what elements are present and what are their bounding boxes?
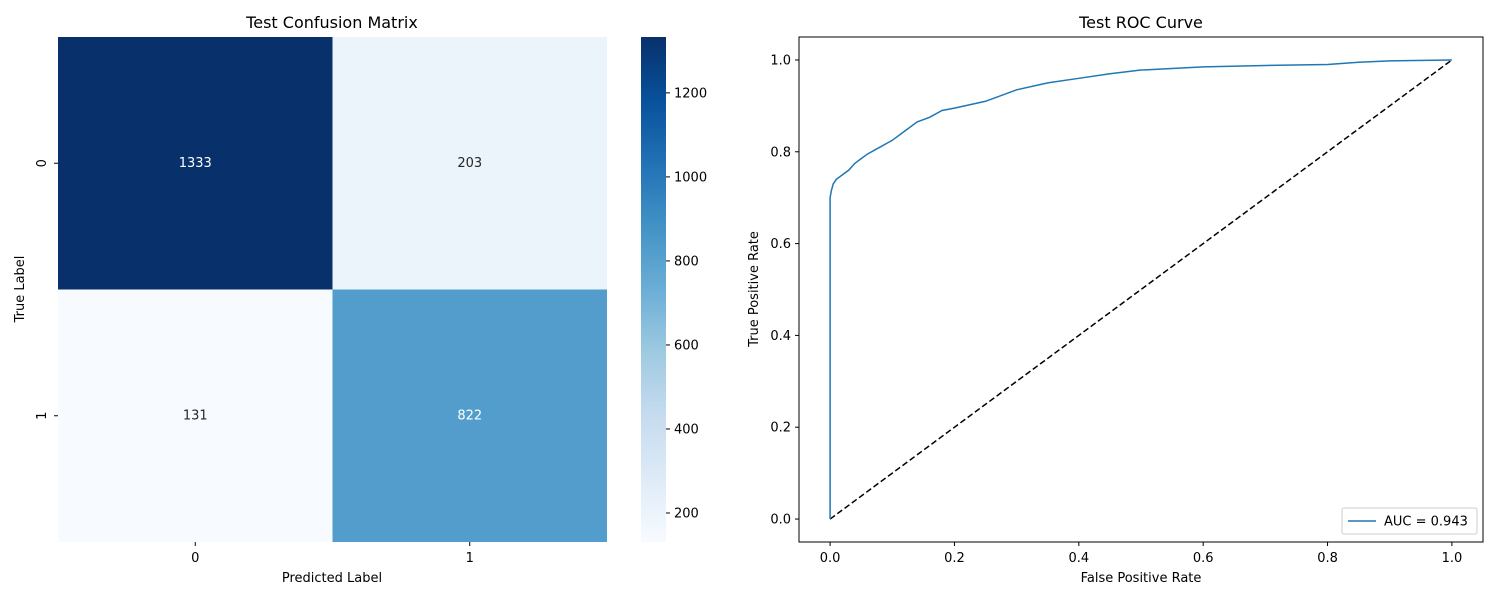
colorbar-tick-label: 400 (674, 422, 699, 437)
heatmap-x-tick-label: 0 (191, 551, 199, 566)
heatmap-cell-label-0-1: 203 (457, 156, 482, 171)
roc-y-tick-label: 0.8 (770, 145, 791, 160)
roc-title: Test ROC Curve (1078, 13, 1203, 32)
colorbar-tick-label: 800 (674, 254, 699, 269)
heatmap-cell-label-1-1: 822 (457, 408, 482, 423)
roc-y-tick-label: 0.6 (770, 237, 791, 252)
heatmap-cells: 1333 203 131 822 (58, 37, 607, 542)
roc-x-tick-label: 1.0 (1442, 551, 1463, 566)
roc-series (829, 59, 1453, 520)
roc-x-tick-label: 0.8 (1317, 551, 1338, 566)
roc-x-tick-label: 0.6 (1193, 551, 1214, 566)
roc-plot-area (798, 36, 1484, 543)
legend-label: AUC = 0.943 (1384, 515, 1468, 530)
roc-y-tick-label: 0.0 (770, 513, 791, 528)
heatmap-cell-label-1-0: 131 (183, 408, 208, 423)
roc-curve-line (829, 59, 1452, 520)
roc-legend: AUC = 0.943 (1341, 507, 1478, 535)
legend-box (1341, 507, 1478, 535)
confusion-matrix-title: Test Confusion Matrix (245, 13, 418, 32)
heatmap-y-tick-label: 1 (35, 412, 50, 420)
roc-x-tick-label: 0.2 (944, 551, 965, 566)
colorbar-tick-label: 600 (674, 338, 699, 353)
roc-x-axis-label: False Positive Rate (1081, 571, 1202, 586)
heatmap-cell-1-1 (332, 289, 607, 542)
heatmap-x-axis-label: Predicted Label (282, 571, 382, 586)
heatmap-cell-1-0 (58, 289, 333, 542)
colorbar: 200 400 600 800 1000 1200 (641, 37, 707, 542)
roc-curve-panel: Test ROC Curve 0.0 0.2 0.4 0.6 0.8 1.0 0.0 0.2… (747, 13, 1484, 586)
heatmap-y-axis-label: True Label (13, 256, 28, 324)
roc-y-tick-label: 0.4 (770, 329, 791, 344)
roc-y-tick-label: 0.2 (770, 421, 791, 436)
roc-y-ticks: 0.0 0.2 0.4 0.6 0.8 1.0 (770, 53, 799, 528)
colorbar-tick-label: 1000 (674, 170, 707, 185)
roc-y-tick-label: 1.0 (770, 53, 791, 68)
heatmap-cell-0-0 (58, 37, 333, 290)
roc-x-tick-label: 0.0 (820, 551, 841, 566)
heatmap-cell-label-0-0: 1333 (179, 156, 212, 171)
roc-y-axis-label: True Positive Rate (747, 231, 762, 348)
heatmap-y-tick-label: 0 (35, 159, 50, 167)
colorbar-tick-label: 200 (674, 507, 699, 522)
colorbar-gradient (641, 37, 666, 542)
roc-x-ticks: 0.0 0.2 0.4 0.6 0.8 1.0 (820, 542, 1463, 566)
heatmap-cell-0-1 (332, 37, 607, 290)
heatmap-y-ticks: 01 (35, 159, 58, 420)
roc-x-tick-label: 0.4 (1068, 551, 1089, 566)
colorbar-tick-label: 1200 (674, 86, 707, 101)
heatmap-x-tick-label: 1 (466, 551, 474, 566)
diagonal-reference-line (829, 59, 1453, 520)
